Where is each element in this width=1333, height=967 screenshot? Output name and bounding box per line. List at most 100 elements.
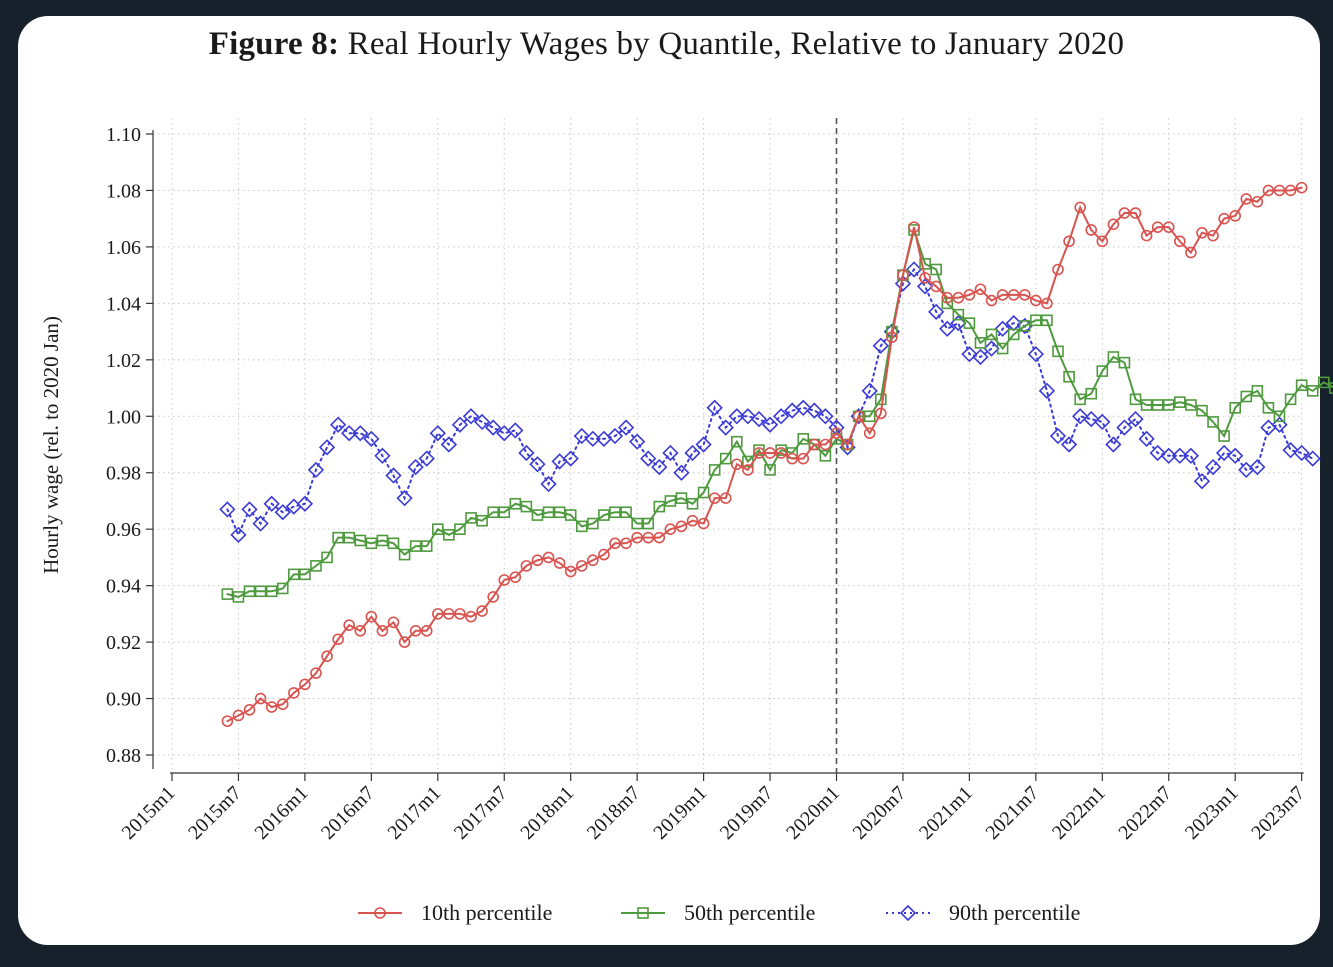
legend-label: 90th percentile <box>949 900 1080 925</box>
data-point <box>265 585 278 598</box>
data-point <box>465 610 477 623</box>
data-point <box>606 427 624 445</box>
data-point <box>476 514 488 527</box>
data-point <box>719 492 732 504</box>
data-point <box>830 427 843 440</box>
data-point <box>697 486 710 499</box>
data-point <box>894 275 912 292</box>
data-point <box>232 591 245 603</box>
data-point <box>354 534 367 547</box>
data-point <box>429 425 446 442</box>
data-point <box>1207 416 1219 428</box>
data-point <box>708 492 721 504</box>
data-point <box>919 258 931 270</box>
data-point <box>509 571 522 583</box>
data-point <box>1160 447 1177 464</box>
data-point <box>1140 229 1153 242</box>
data-point <box>1007 289 1020 301</box>
data-point <box>609 506 621 519</box>
data-point <box>518 444 535 462</box>
data-point <box>1271 416 1288 433</box>
y-axis-label: Hourly wage (rel. to 2020 Jan) <box>39 316 63 574</box>
data-point <box>919 272 931 284</box>
data-point <box>1118 356 1131 369</box>
data-point <box>498 574 511 586</box>
data-point <box>1107 351 1120 363</box>
data-point <box>542 506 555 519</box>
data-point <box>761 416 779 433</box>
legend-marker <box>374 907 386 919</box>
y-tick-label: 0.92 <box>106 632 141 654</box>
x-tick-label: 2017m7 <box>450 782 512 844</box>
data-point <box>974 283 987 296</box>
data-point <box>629 433 646 450</box>
data-point <box>653 500 666 513</box>
data-point <box>651 458 668 476</box>
y-tick-label: 1.00 <box>106 406 141 428</box>
data-point <box>310 667 322 679</box>
data-point <box>874 407 887 420</box>
series-line-90th-percentile <box>226 267 1314 538</box>
data-point <box>905 261 923 278</box>
x-tick-label: 2023m1 <box>1181 782 1243 844</box>
data-point <box>241 501 258 518</box>
data-point <box>531 554 544 567</box>
data-point <box>254 692 267 705</box>
data-point <box>950 314 967 332</box>
data-point <box>1038 382 1056 399</box>
data-point <box>598 509 610 521</box>
data-point <box>562 450 579 467</box>
data-point <box>341 425 358 442</box>
x-tick-label: 2022m1 <box>1048 782 1110 844</box>
data-point <box>1083 410 1100 428</box>
data-point <box>972 348 989 366</box>
data-point <box>409 624 422 637</box>
data-point <box>387 537 400 550</box>
y-tick-label: 0.88 <box>106 745 141 767</box>
data-point <box>418 450 435 467</box>
x-tick-label: 2020m7 <box>849 782 911 844</box>
data-point <box>897 269 909 281</box>
data-point <box>542 551 555 564</box>
series-line-50th-percentile <box>226 226 1333 598</box>
data-point <box>1118 207 1131 219</box>
figure-card <box>18 16 1320 945</box>
data-point <box>817 408 834 425</box>
data-point <box>321 650 333 663</box>
data-point <box>662 444 679 462</box>
data-point <box>806 402 823 419</box>
x-tick-label: 2015m1 <box>118 782 180 844</box>
data-point <box>1204 458 1222 476</box>
x-tick-label: 2022m7 <box>1114 782 1176 844</box>
data-point <box>575 560 588 572</box>
y-tick-label: 0.94 <box>106 576 141 598</box>
data-point <box>1293 444 1310 462</box>
data-point <box>1018 289 1031 301</box>
data-point <box>498 506 511 519</box>
data-point <box>673 464 690 481</box>
data-point <box>598 548 610 561</box>
data-point <box>653 531 666 544</box>
data-point <box>996 342 1009 355</box>
data-point <box>640 450 657 467</box>
data-point <box>609 537 621 550</box>
data-point <box>288 568 300 581</box>
data-point <box>697 517 710 530</box>
data-point <box>1052 345 1064 358</box>
data-point <box>1041 297 1053 310</box>
data-point <box>952 308 965 321</box>
data-point <box>706 399 723 416</box>
data-point <box>1094 413 1111 431</box>
data-point <box>874 393 887 406</box>
data-point <box>1329 382 1333 394</box>
data-point <box>440 436 458 453</box>
data-point <box>307 461 325 479</box>
data-point <box>232 709 245 722</box>
data-point <box>221 588 234 600</box>
data-point <box>1215 444 1233 462</box>
data-point <box>1218 430 1230 442</box>
data-point <box>276 698 289 710</box>
data-point <box>886 331 898 344</box>
data-point <box>584 430 601 447</box>
data-point <box>387 616 400 629</box>
